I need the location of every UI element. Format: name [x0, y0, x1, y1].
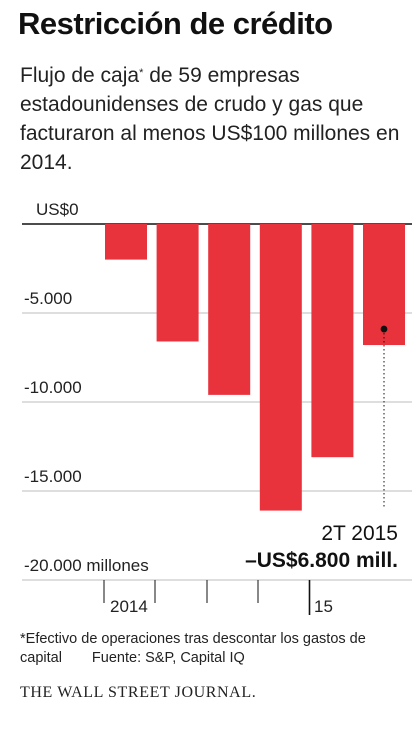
y-tick-label: US$0 [36, 200, 79, 219]
y-tick-label: -20.000 millones [24, 556, 149, 575]
annotation-value: –US$6.800 mill. [245, 549, 398, 572]
x-group-label: 15 [314, 597, 333, 616]
footnote-marker: * [139, 67, 144, 79]
bar-chart: US$0 -5.000 -10.000 -15.000 -20.000 millones… [22, 200, 412, 616]
bar [311, 224, 354, 458]
bar [363, 224, 405, 346]
y-tick-label: -10.000 [24, 378, 82, 397]
annotation: 2T 2015 –US$6.800 mill. [245, 325, 398, 572]
subtitle-pre: Flujo de caja [20, 64, 140, 87]
source-text: Fuente: S&P, Capital IQ [91, 650, 245, 666]
bar [156, 224, 199, 342]
y-tick-label: -15.000 [24, 467, 82, 486]
y-tick-labels: US$0 -5.000 -10.000 -15.000 -20.000 millones [24, 200, 149, 575]
y-tick-label: -5.000 [24, 289, 72, 308]
bars [105, 224, 405, 511]
footnote: *Efectivo de operaciones tras descontar … [20, 630, 412, 668]
bar [105, 224, 147, 260]
publisher-logo: THE WALL STREET JOURNAL. [20, 684, 257, 701]
x-group-label: 2014 [110, 597, 148, 616]
bar [208, 224, 251, 395]
footnote-text: *Efectivo de operaciones tras descontar … [20, 631, 366, 666]
x-axis: 2014 15 [103, 580, 333, 616]
chart-subtitle: Flujo de caja* de 59 empresas estadounid… [20, 61, 412, 177]
annotation-period: 2T 2015 [321, 522, 398, 545]
subtitle-post: de 59 empresas estadounidenses de crudo … [20, 64, 400, 174]
bar [259, 224, 302, 511]
chart-title: Restricción de crédito [18, 6, 333, 41]
